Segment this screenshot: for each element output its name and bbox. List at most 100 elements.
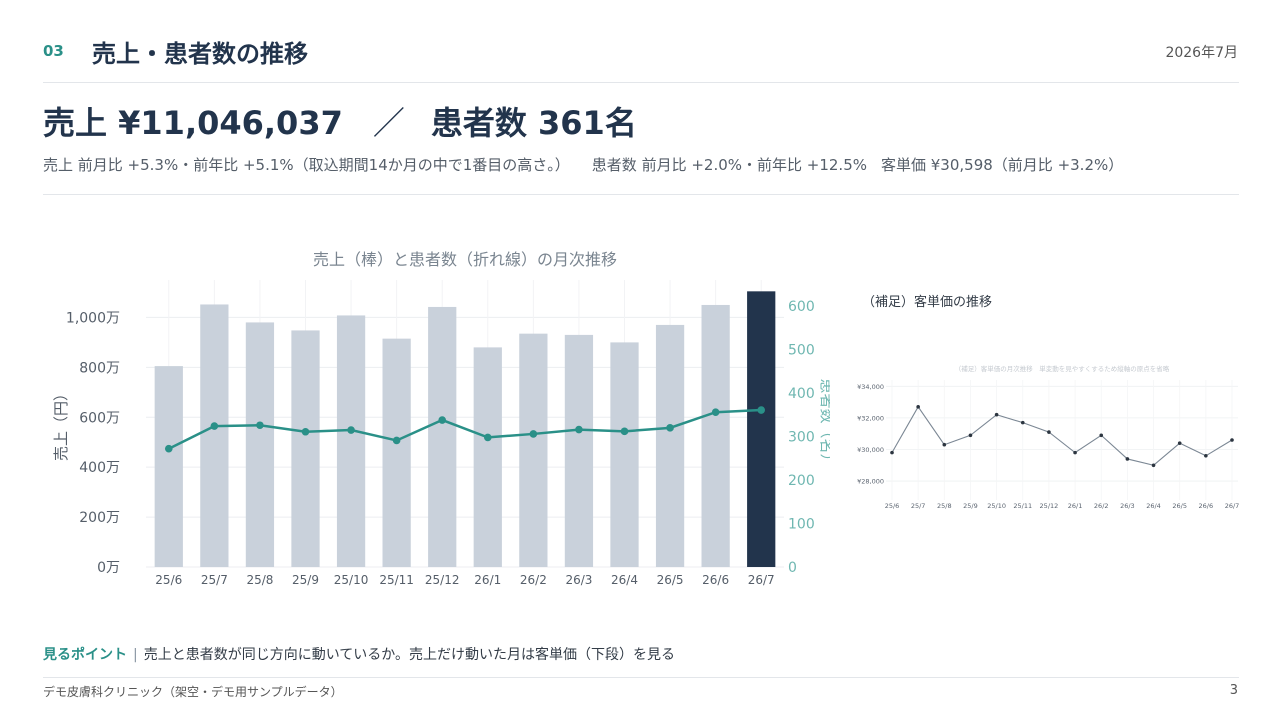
unit-x-tick-label: 26/5 bbox=[1172, 502, 1187, 510]
point-separator: | bbox=[133, 647, 138, 663]
y-tick-label: 400万 bbox=[79, 460, 120, 476]
y-tick-label: 200万 bbox=[79, 510, 120, 526]
y2-tick-label: 200 bbox=[788, 473, 815, 489]
sales-bar bbox=[154, 366, 183, 567]
unit-x-ticks: 25/6 25/7 25/8 25/9 25/10 25/11 25/12 26/1 26/2 2… bbox=[885, 502, 1240, 510]
unit-x-tick-label: 26/3 bbox=[1120, 502, 1135, 510]
y2-tick-label: 400 bbox=[788, 386, 815, 402]
unit-price-chart: （補足）客単価の推移 （補足）客単価の月次推移 単変動を見やすくするため縦軸の原点… bbox=[857, 294, 1240, 510]
unit-price-point bbox=[968, 433, 973, 438]
x-tick-label: 26/6 bbox=[702, 573, 729, 587]
unit-x-tick-label: 25/6 bbox=[885, 502, 900, 510]
y-tick-label: 800万 bbox=[79, 360, 120, 376]
section-number: 03 bbox=[43, 42, 64, 60]
patients-point bbox=[757, 406, 766, 414]
unit-price-point bbox=[1177, 441, 1182, 445]
point-note: 見るポイント | 売上と患者数が同じ方向に動いているか。売上だけ動いた月は客単価（下… bbox=[43, 644, 675, 664]
unit-gridlines bbox=[886, 380, 1238, 500]
x-tick-label: 25/9 bbox=[292, 573, 319, 587]
unit-y-tick-label: ¥30,000 bbox=[857, 446, 884, 454]
unit-x-tick-label: 25/8 bbox=[937, 502, 952, 510]
unit-price-point bbox=[1047, 430, 1051, 434]
sales-bar bbox=[428, 306, 457, 567]
sales-bar bbox=[655, 324, 685, 567]
y-axis-ticks: 0万 200万 400万 600万 800万 1,000万 bbox=[66, 310, 120, 576]
y-tick-label: 0万 bbox=[97, 560, 120, 576]
unit-price-point bbox=[1125, 457, 1130, 461]
x-tick-label: 25/10 bbox=[334, 573, 369, 587]
x-tick-label: 25/11 bbox=[379, 573, 414, 587]
chart-title: 売上（棒）と患者数（折れ線）の月次推移 bbox=[313, 250, 617, 269]
x-tick-label: 26/7 bbox=[748, 573, 775, 587]
x-axis-ticks: 25/6 25/7 25/8 25/9 25/10 25/11 25/12 26/1 26/2 2… bbox=[155, 573, 774, 587]
page-title: 売上・患者数の推移 bbox=[92, 40, 308, 68]
unit-price-point bbox=[994, 412, 999, 417]
unit-x-tick-label: 26/1 bbox=[1068, 502, 1083, 510]
sales-bar bbox=[610, 342, 639, 567]
patients-point bbox=[256, 421, 264, 430]
unit-price-point bbox=[942, 442, 947, 447]
unit-x-tick-label: 26/4 bbox=[1146, 502, 1161, 510]
sales-detail: 売上 前月比 +5.3%・前年比 +5.1%（取込期間14か月の中で1番目の高さ… bbox=[43, 156, 570, 174]
sales-bar bbox=[473, 347, 502, 567]
patients-point bbox=[438, 416, 447, 424]
patients-point bbox=[392, 436, 401, 445]
unit-price-point bbox=[1099, 433, 1104, 438]
point-text: 売上と患者数が同じ方向に動いているか。売上だけ動いた月は客単価（下段）を見る bbox=[143, 647, 676, 663]
unit-x-tick-label: 26/2 bbox=[1094, 502, 1109, 510]
patients-point bbox=[620, 427, 629, 436]
unit-price-point bbox=[1204, 453, 1208, 458]
y-tick-label: 1,000万 bbox=[66, 310, 120, 326]
sales-bar bbox=[382, 338, 411, 567]
y2-tick-label: 500 bbox=[788, 343, 815, 359]
unit-x-tick-label: 25/10 bbox=[987, 502, 1006, 510]
unit-x-tick-label: 25/12 bbox=[1040, 502, 1059, 510]
sales-bar bbox=[747, 291, 776, 567]
sales-bar bbox=[564, 334, 594, 567]
x-tick-label: 26/4 bbox=[611, 573, 638, 587]
footer-clinic: デモ皮膚科クリニック（架空・デモ用サンプルデータ） bbox=[43, 685, 343, 699]
header-divider bbox=[43, 82, 1239, 83]
sales-headline: 売上 ¥11,046,037 bbox=[43, 104, 343, 142]
sales-bars bbox=[154, 291, 776, 567]
unit-price-point bbox=[1073, 450, 1077, 455]
sales-bar bbox=[519, 333, 548, 567]
y2-axis-ticks: 0 100 200 300 400 500 600 bbox=[788, 299, 815, 576]
patients-points bbox=[164, 406, 766, 453]
unit-price-line bbox=[891, 405, 1233, 466]
y2-tick-label: 300 bbox=[788, 430, 815, 446]
y2-axis-label: 患者数（名） bbox=[818, 378, 830, 468]
unit-x-tick-label: 25/7 bbox=[911, 502, 926, 510]
unit-price-point bbox=[1230, 438, 1234, 442]
patients-point bbox=[711, 408, 720, 416]
x-tick-label: 26/1 bbox=[474, 573, 501, 587]
unit-price-points bbox=[890, 405, 1234, 468]
patients-point bbox=[164, 444, 173, 453]
x-tick-label: 26/5 bbox=[657, 573, 684, 587]
patients-line bbox=[168, 408, 762, 450]
report-date: 2026年7月 bbox=[1165, 45, 1238, 61]
sales-bar bbox=[336, 315, 366, 567]
patients-headline: 患者数 361名 bbox=[430, 104, 637, 142]
y-tick-label: 600万 bbox=[79, 410, 120, 426]
page-number: 3 bbox=[1229, 683, 1238, 698]
sales-patients-chart: 売上（棒）と患者数（折れ線）の月次推移 0万 200万 400万 600万 800万 1,0… bbox=[52, 250, 830, 587]
unit-y-tick-label: ¥34,000 bbox=[857, 383, 884, 391]
kpi-detail: 売上 前月比 +5.3%・前年比 +5.1%（取込期間14か月の中で1番目の高さ… bbox=[43, 154, 1123, 175]
unit-chart-title: （補足）客単価の推移 bbox=[862, 294, 992, 310]
unit-x-tick-label: 26/6 bbox=[1199, 502, 1214, 510]
footer-divider bbox=[43, 677, 1239, 678]
patients-point bbox=[529, 430, 538, 438]
unit-price-point bbox=[1020, 420, 1025, 425]
sales-bar bbox=[701, 304, 730, 567]
sales-bar bbox=[291, 330, 320, 567]
unit-y-ticks: ¥28,000 ¥30,000 ¥32,000 ¥34,000 bbox=[857, 383, 884, 486]
patients-point bbox=[483, 433, 492, 442]
unit-y-tick-label: ¥32,000 bbox=[857, 414, 884, 422]
patients-point bbox=[347, 426, 355, 434]
y-axis-label: 売上（円） bbox=[52, 386, 70, 461]
y2-tick-label: 100 bbox=[788, 517, 815, 533]
x-tick-label: 25/12 bbox=[425, 573, 460, 587]
summary-divider bbox=[43, 194, 1239, 195]
sales-bar bbox=[200, 304, 229, 567]
